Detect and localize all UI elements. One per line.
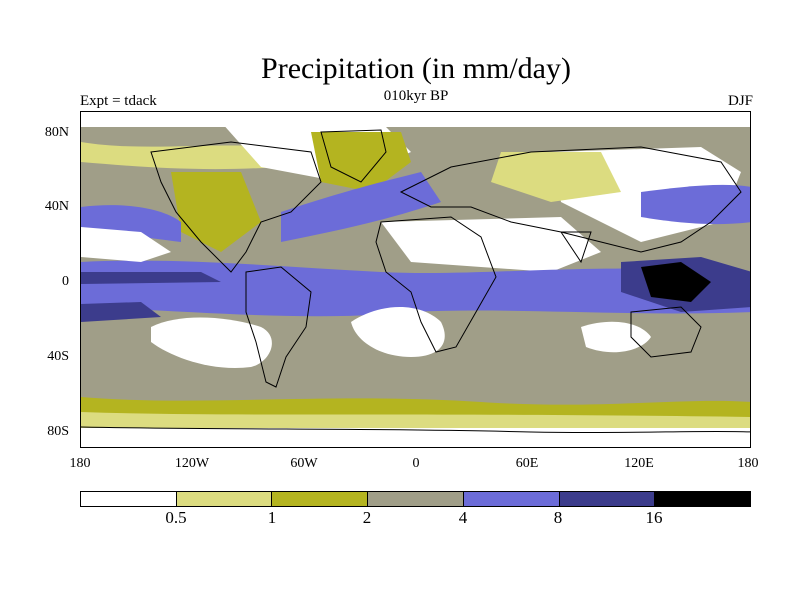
- colorbar: [80, 491, 751, 507]
- ytick-80n: 80N: [44, 125, 69, 140]
- xtick-180w: 180: [69, 456, 91, 471]
- southern-yellow-band: [81, 412, 750, 430]
- colorbar-segment-1: [176, 492, 273, 506]
- australia-outline: [630, 306, 702, 358]
- coastlines: [81, 129, 750, 434]
- colorbar-segment-4: [463, 492, 560, 506]
- cb-label-8: 8: [553, 508, 563, 527]
- sahara-white: [381, 217, 601, 272]
- xtick-180e: 180: [737, 456, 759, 471]
- experiment-label: Expt = tdack: [80, 93, 157, 109]
- cb-label-0-5: 0.5: [165, 508, 187, 527]
- europe-asia-outline: [399, 146, 742, 253]
- colorbar-segment-5: [559, 492, 656, 506]
- greenland-outline: [320, 129, 387, 183]
- south-pacific-white: [151, 317, 272, 368]
- cb-label-1: 1: [267, 508, 277, 527]
- colorbar-segment-0: [81, 492, 177, 506]
- map-frame: [80, 111, 751, 448]
- asia-yellow: [491, 152, 621, 202]
- ytick-40s: 40S: [47, 349, 69, 364]
- xtick-60w: 60W: [290, 456, 318, 471]
- xtick-0: 0: [412, 456, 420, 471]
- antarctica-outline: [81, 426, 750, 434]
- india-outline: [560, 231, 592, 264]
- cb-label-4: 4: [458, 508, 468, 527]
- precipitation-map: [81, 112, 750, 447]
- south-atlantic-white: [351, 307, 445, 357]
- arctic-white: [81, 112, 750, 127]
- plot-title: Precipitation (in mm/day): [261, 52, 571, 85]
- northamerica-olive: [171, 172, 261, 252]
- south-america-outline: [245, 266, 312, 388]
- pacific-itcz-darkblue: [81, 272, 221, 284]
- south-pacific-darkblue: [81, 302, 161, 322]
- colorbar-segment-3: [368, 492, 464, 506]
- xtick-60e: 60E: [515, 456, 539, 471]
- indian-ocean-white: [581, 321, 651, 353]
- ytick-80s: 80S: [47, 424, 69, 439]
- north-america-outline: [150, 141, 322, 273]
- north-atlantic-blue: [281, 172, 441, 242]
- antarctic-white: [81, 428, 750, 447]
- xtick-120e: 120E: [624, 456, 654, 471]
- season-label: DJF: [727, 93, 753, 109]
- colorbar-segment-6: [655, 492, 751, 506]
- cb-label-16: 16: [645, 508, 663, 527]
- cb-label-2: 2: [362, 508, 372, 527]
- africa-outline: [375, 216, 497, 353]
- colorbar-segment-2: [272, 492, 369, 506]
- ytick-0: 0: [62, 274, 69, 289]
- west-pacific-blue: [641, 184, 750, 225]
- tropical-blue-band: [81, 260, 750, 317]
- ytick-40n: 40N: [44, 199, 69, 214]
- xtick-120w: 120W: [174, 456, 210, 471]
- plot-subtitle: 010kyr BP: [383, 88, 449, 104]
- maritime-black: [641, 262, 711, 302]
- greenland-olive: [311, 132, 411, 192]
- east-pacific-white: [81, 227, 171, 262]
- north-yellow-band: [81, 142, 281, 170]
